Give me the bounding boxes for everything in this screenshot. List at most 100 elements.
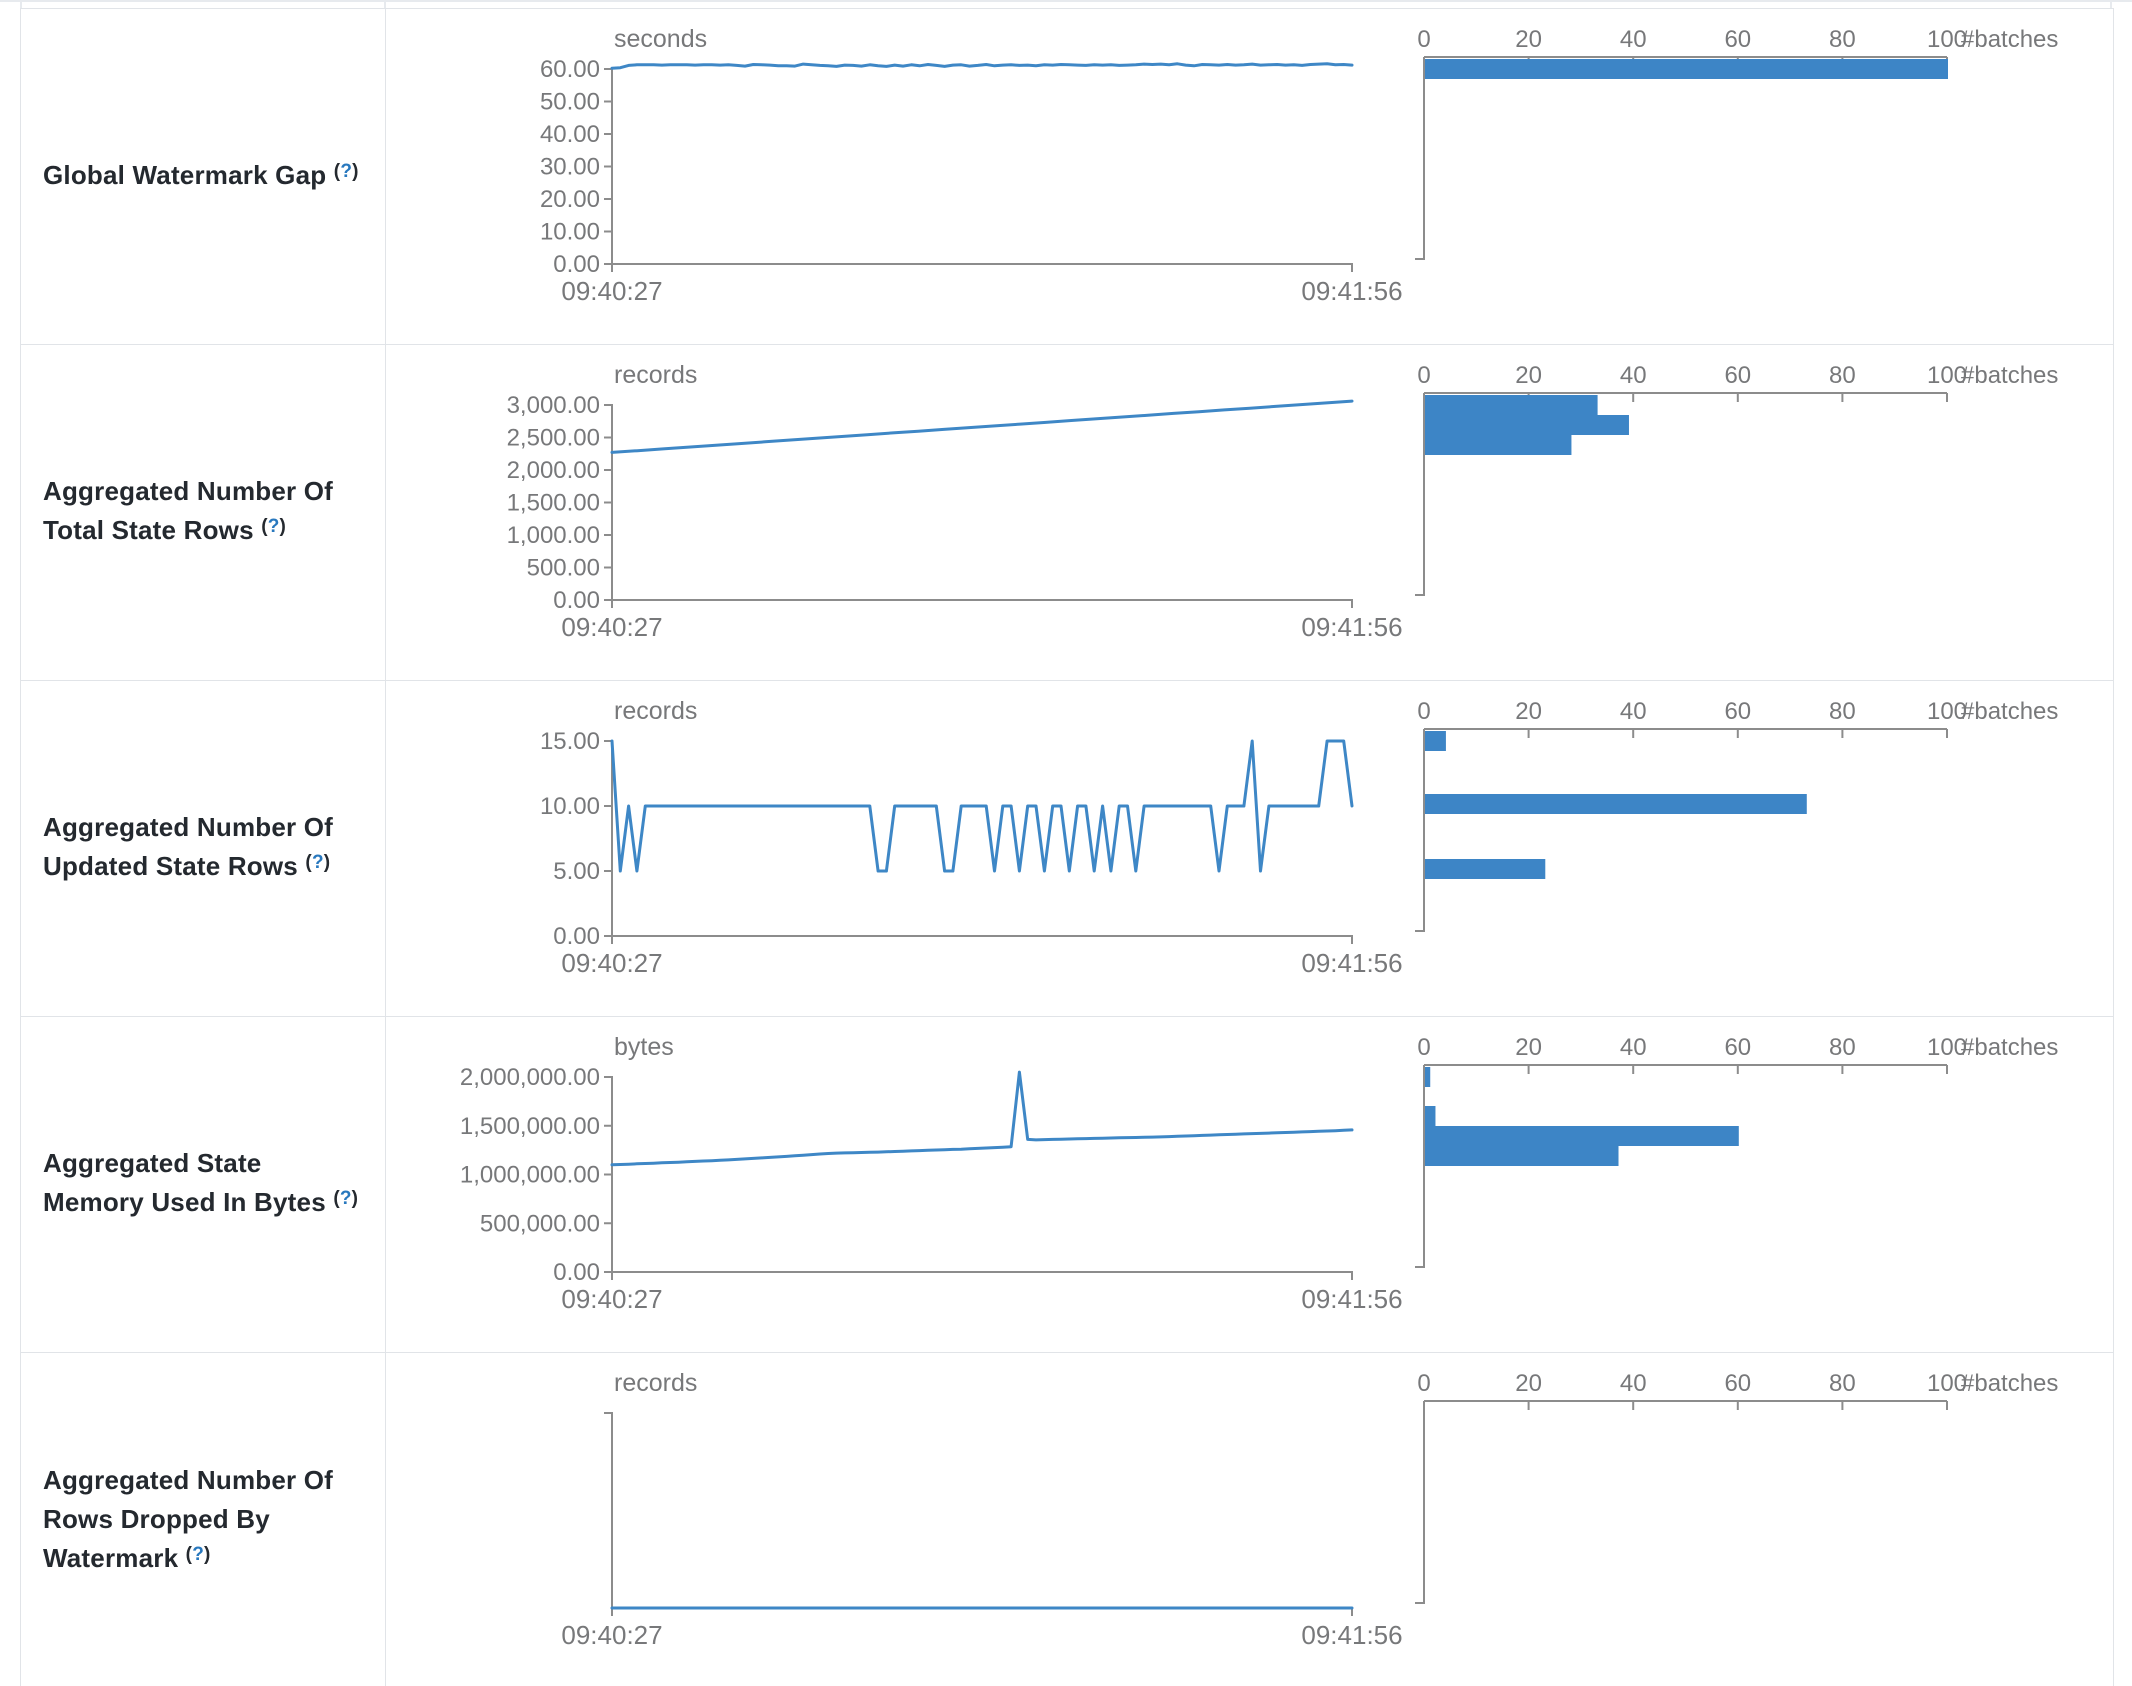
histogram-chart-cell: 0 20 40 60 80 100 #batches — [1396, 681, 2113, 1016]
timeline-chart-cell: records 09:40:27 09:41:56 — [386, 1353, 1402, 1686]
help-paren-open: ( — [185, 1543, 193, 1565]
timeline-y-tick-label: 40.00 — [540, 121, 600, 148]
timeline-y-tick-label: 60.00 — [540, 56, 600, 83]
help-question-icon[interactable]: ? — [311, 852, 324, 873]
timeline-series-line — [610, 1070, 1354, 1167]
timeline-y-tick-label: 2,000.00 — [507, 457, 600, 484]
histogram-chart-svg: 0 20 40 60 80 100#batches — [1415, 1370, 2058, 1604]
metrics-table: Global Watermark Gap (?) seconds 60.00 50.… — [20, 8, 2114, 1686]
timeline-y-tick-label: 50.00 — [540, 89, 600, 116]
timeline-y-tick-label: 1,000,000.00 — [460, 1162, 600, 1189]
help-paren-open: ( — [333, 160, 341, 182]
timeline-chart-cell: records 3,000.00 2,500.00 2,000.00 1,500.00 1… — [386, 345, 1403, 680]
metric-label: Aggregated Number Of Total State Rows (?… — [43, 472, 359, 553]
histogram-chart-cell: 0 20 40 60 80 100 #batches — [1396, 1353, 2113, 1686]
histogram-x-tick-label: 40 — [1620, 26, 1647, 53]
timeline-chart-svg: bytes 2,000,000.00 1,500,000.00 1,000,000.0… — [460, 1033, 1403, 1314]
histogram-batches-label: #batches — [1961, 26, 2058, 53]
histogram-x-tick-label: 100 — [1927, 362, 1967, 389]
timeline-unit-label: records — [614, 361, 697, 389]
timeline-y-tick-label: 30.00 — [540, 154, 600, 181]
timeline-y-tick-label: 500,000.00 — [480, 1210, 600, 1237]
metric-label: Global Watermark Gap (?) — [43, 156, 359, 198]
timeline-x-end-label: 09:41:56 — [1301, 612, 1402, 642]
histogram-x-tick-label: 40 — [1620, 1370, 1647, 1397]
histogram-y-axis — [1415, 57, 1425, 260]
histogram-y-axis — [1415, 1401, 1425, 1604]
help-paren-close: ) — [279, 516, 287, 537]
timeline-unit-label: records — [614, 697, 697, 725]
help-link[interactable]: (?) — [333, 1188, 358, 1209]
help-question-icon[interactable]: ? — [340, 160, 353, 182]
metric-label-cell: Aggregated Number Of Total State Rows (?… — [21, 345, 386, 680]
histogram-bar — [1425, 59, 1948, 79]
timeline-chart-svg: seconds 60.00 50.00 40.00 30.00 20.00 10.00 0.0… — [540, 25, 1403, 306]
metric-row: Aggregated Number Of Updated State Rows … — [21, 681, 2113, 1017]
help-link[interactable]: (?) — [305, 852, 330, 873]
histogram-x-tick-label: 0 — [1417, 698, 1430, 725]
histogram-x-tick-label: 20 — [1515, 698, 1542, 725]
histogram-batches-label: #batches — [1961, 1370, 2058, 1397]
help-paren-open: ( — [261, 516, 268, 537]
timeline-y-tick-label: 1,000.00 — [507, 522, 600, 549]
metric-row: Global Watermark Gap (?) seconds 60.00 50.… — [21, 9, 2113, 345]
timeline-x-axis — [611, 263, 1353, 272]
histogram-x-tick-label: 60 — [1724, 698, 1751, 725]
help-paren-close: ) — [204, 1543, 211, 1565]
histogram-y-axis — [1415, 393, 1425, 596]
help-link[interactable]: (?) — [261, 516, 286, 537]
timeline-unit-label: records — [614, 1369, 697, 1397]
help-link[interactable]: (?) — [186, 1544, 211, 1565]
metric-row: Aggregated Number Of Total State Rows (?… — [21, 345, 2113, 681]
timeline-x-start-label: 09:40:27 — [561, 1620, 662, 1650]
timeline-series-line — [610, 739, 1354, 873]
histogram-chart-svg: 0 20 40 60 80 100#batches — [1415, 26, 2058, 260]
histogram-x-tick-label: 100 — [1927, 1370, 1967, 1397]
metric-label-cell: Aggregated Number Of Rows Dropped By Wat… — [21, 1353, 386, 1686]
timeline-x-end-label: 09:41:56 — [1301, 276, 1402, 306]
timeline-x-start-label: 09:40:27 — [561, 276, 662, 306]
histogram-bar — [1425, 1126, 1739, 1146]
histogram-bar — [1425, 731, 1446, 751]
histogram-x-tick-label: 80 — [1829, 1370, 1856, 1397]
histogram-bar — [1425, 1067, 1431, 1087]
histogram-x-tick-label: 40 — [1620, 698, 1647, 725]
histogram-x-tick-label: 80 — [1829, 1034, 1856, 1061]
histogram-x-tick-label: 20 — [1515, 362, 1542, 389]
timeline-y-tick-label: 1,500.00 — [507, 490, 600, 517]
histogram-x-tick-label: 40 — [1620, 362, 1647, 389]
help-question-icon[interactable]: ? — [192, 1543, 205, 1565]
timeline-x-start-label: 09:40:27 — [561, 948, 662, 978]
histogram-bar — [1425, 794, 1807, 814]
histogram-batches-label: #batches — [1961, 1034, 2058, 1061]
timeline-y-tick-label: 15.00 — [540, 728, 600, 755]
help-question-icon[interactable]: ? — [267, 516, 280, 537]
help-paren-close: ) — [352, 160, 359, 182]
histogram-chart-svg: 0 20 40 60 80 100#batches — [1415, 362, 2058, 596]
help-link[interactable]: (?) — [334, 161, 359, 182]
help-question-icon[interactable]: ? — [339, 1188, 352, 1209]
histogram-y-axis — [1415, 1065, 1425, 1268]
timeline-y-tick-label: 2,000,000.00 — [460, 1064, 600, 1091]
histogram-bar — [1425, 1106, 1436, 1126]
histogram-batches-label: #batches — [1961, 362, 2058, 389]
histogram-x-tick-label: 60 — [1724, 26, 1751, 53]
histogram-x-tick-label: 100 — [1927, 698, 1967, 725]
timeline-y-tick-label: 0.00 — [553, 587, 600, 614]
timeline-y-tick-label: 3,000.00 — [507, 392, 600, 419]
histogram-chart-cell: 0 20 40 60 80 100 #batches — [1396, 1017, 2113, 1352]
timeline-y-tick-label: 0.00 — [553, 923, 600, 950]
timeline-x-end-label: 09:41:56 — [1301, 948, 1402, 978]
help-paren-open: ( — [333, 1188, 340, 1209]
histogram-x-tick-label: 100 — [1927, 1034, 1967, 1061]
metric-label-cell: Aggregated State Memory Used In Bytes (?… — [21, 1017, 386, 1352]
timeline-x-axis — [611, 599, 1353, 608]
histogram-bar — [1425, 1146, 1619, 1166]
histogram-bar — [1425, 415, 1629, 435]
histogram-x-tick-label: 40 — [1620, 1034, 1647, 1061]
histogram-x-tick-label: 0 — [1417, 362, 1430, 389]
metric-row: Aggregated State Memory Used In Bytes (?… — [21, 1017, 2113, 1353]
table-left-border-stub — [20, 0, 22, 9]
histogram-x-tick-label: 60 — [1724, 1034, 1751, 1061]
